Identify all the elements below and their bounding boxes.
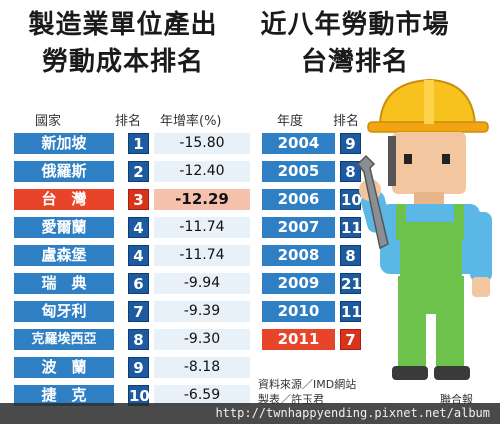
year-label: 2005 [262, 161, 335, 182]
country-name: 盧森堡 [14, 245, 114, 266]
country-name: 愛爾蘭 [14, 217, 114, 238]
country-growth: -9.39 [154, 301, 250, 322]
country-name: 新加坡 [14, 133, 114, 154]
year-rank: 21 [340, 273, 362, 294]
country-name: 匈牙利 [14, 301, 114, 322]
year-rank: 9 [340, 133, 361, 154]
header-year: 年度 [277, 114, 304, 129]
left-title: 製造業單位產出 勞動成本排名 [8, 4, 238, 78]
wrench-icon [357, 154, 389, 250]
source-line2: 製表／許玉君 [258, 393, 324, 406]
header-year-rank: 排名 [333, 114, 360, 129]
year-label: 2004 [262, 133, 335, 154]
country-name: 瑞 典 [14, 273, 114, 294]
year-label: 2006 [262, 189, 335, 210]
country-rank: 7 [128, 301, 149, 322]
year-label: 2011 [262, 329, 335, 350]
year-rank: 11 [340, 301, 362, 322]
country-rank: 2 [128, 161, 149, 182]
country-rank: 4 [128, 245, 149, 266]
country-name: 波 蘭 [14, 357, 114, 378]
country-growth: -8.18 [154, 357, 250, 378]
country-name: 俄羅斯 [14, 161, 114, 182]
country-name: 克羅埃西亞 [14, 329, 114, 350]
year-rank: 11 [340, 217, 362, 238]
left-title-line1: 製造業單位產出 [28, 10, 218, 40]
header-rank: 排名 [115, 114, 142, 129]
country-growth: -9.30 [154, 329, 250, 350]
country-growth: -11.74 [154, 217, 250, 238]
year-rank: 7 [340, 329, 361, 350]
right-title: 近八年勞動市場 台灣排名 [245, 4, 465, 78]
header-growth: 年增率(%) [160, 114, 222, 129]
year-label: 2008 [262, 245, 335, 266]
worker-illustration [357, 78, 492, 380]
year-label: 2007 [262, 217, 335, 238]
country-name: 捷 克 [14, 385, 114, 406]
source-line1: 資料來源／IMD網站 [258, 378, 357, 391]
country-growth: -11.74 [154, 245, 250, 266]
left-title-line2: 勞動成本排名 [41, 47, 204, 77]
country-rank: 8 [128, 329, 149, 350]
country-growth: -12.40 [154, 161, 250, 182]
year-label: 2010 [262, 301, 335, 322]
country-growth: -9.94 [154, 273, 250, 294]
country-rank: 9 [128, 357, 149, 378]
header-country: 國家 [35, 114, 62, 129]
country-rank: 3 [128, 189, 149, 210]
country-growth: -15.80 [154, 133, 250, 154]
year-rank: 8 [340, 245, 361, 266]
country-rank: 1 [128, 133, 149, 154]
watermark-bar: http://twnhappyending.pixnet.net/album [0, 403, 500, 424]
country-rank: 6 [128, 273, 149, 294]
watermark-url: http://twnhappyending.pixnet.net/album [215, 406, 490, 420]
brand-label: 聯合報 [440, 393, 473, 406]
country-rank: 4 [128, 217, 149, 238]
country-growth: -6.59 [154, 385, 250, 406]
country-growth: -12.29 [154, 189, 250, 210]
right-title-line2: 台灣排名 [300, 47, 409, 77]
country-name: 台 灣 [14, 189, 114, 210]
year-rank: 10 [340, 189, 362, 210]
year-rank: 8 [340, 161, 361, 182]
right-title-line1: 近八年勞動市場 [260, 10, 450, 40]
year-label: 2009 [262, 273, 335, 294]
